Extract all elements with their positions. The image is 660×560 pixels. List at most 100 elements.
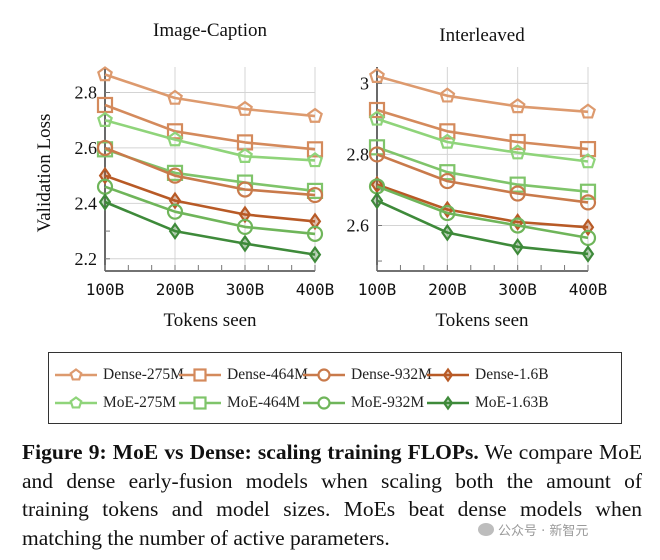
data-point xyxy=(509,98,526,114)
legend-label: MoE-932M xyxy=(351,394,425,411)
y-tick-label: 2.8 xyxy=(347,144,370,164)
series-line xyxy=(104,103,316,151)
data-point xyxy=(237,100,253,116)
legend-item: Dense-464M xyxy=(179,362,308,388)
series-line xyxy=(376,74,589,114)
data-point xyxy=(167,131,183,147)
marker-pentagon xyxy=(69,396,83,409)
figure-charts: Image-Caption Validation Loss Tokens see… xyxy=(34,20,608,331)
series-line xyxy=(104,118,316,162)
legend-label: Dense-1.6B xyxy=(475,366,549,383)
series-dense-932m xyxy=(368,146,597,211)
data-point xyxy=(439,164,456,181)
series-dense-464m xyxy=(96,96,324,158)
data-point xyxy=(166,203,184,220)
series-line xyxy=(104,148,316,193)
marker-square xyxy=(193,396,207,410)
data-point xyxy=(579,194,597,211)
data-point xyxy=(439,133,456,149)
series-moe-464m xyxy=(96,141,324,199)
figure-caption: Figure 9: MoE vs Dense: scaling training… xyxy=(22,438,642,552)
data-point xyxy=(368,146,386,163)
data-point xyxy=(308,245,322,264)
y-axis-label: Validation Loss xyxy=(34,114,55,233)
x-tick-label: 200B xyxy=(428,280,467,299)
legend-marker-diamond-icon xyxy=(427,395,469,411)
data-point xyxy=(238,205,252,224)
data-point xyxy=(306,225,324,242)
marker-pentagon xyxy=(69,368,83,381)
series-line xyxy=(104,200,316,256)
data-point xyxy=(509,185,526,202)
series-line xyxy=(376,146,589,193)
data-point xyxy=(509,144,526,160)
series-line xyxy=(104,185,316,236)
data-point xyxy=(96,139,114,157)
data-point xyxy=(581,245,595,263)
series-line xyxy=(104,73,316,118)
legend-label: MoE-1.63B xyxy=(475,394,549,411)
chart-interleaved: Interleaved Tokens seen 2.6 2.8 3 100B 200B… xyxy=(347,25,608,331)
series-dense-464m xyxy=(368,101,597,158)
x-tick-label: 100B xyxy=(358,280,397,299)
x-tick-label: 400B xyxy=(296,280,335,299)
chart-title: Interleaved xyxy=(439,25,525,46)
watermark-text: 公众号 · 新智元 xyxy=(498,524,589,539)
data-point xyxy=(370,175,384,194)
legend-item: Dense-275M xyxy=(55,362,184,388)
y-tick-label: 2.6 xyxy=(75,138,98,158)
data-point xyxy=(168,222,182,241)
legend-row-moe: MoE-275M MoE-464M MoE-932M MoE-1.63B xyxy=(49,390,621,416)
legend-row-dense: Dense-275M Dense-464M Dense-932M Dense-1… xyxy=(49,362,621,388)
data-point xyxy=(369,110,385,126)
series-moe-275m xyxy=(369,110,596,169)
data-point xyxy=(306,186,324,204)
series-moe-275m xyxy=(97,111,323,168)
x-tick-label: 400B xyxy=(569,280,608,299)
x-axis-label: Tokens seen xyxy=(435,310,529,331)
wechat-icon xyxy=(478,523,494,536)
chart-title: Image-Caption xyxy=(153,20,267,41)
legend-item: Dense-932M xyxy=(303,362,432,388)
chart-image-caption: Image-Caption Validation Loss Tokens see… xyxy=(34,20,334,331)
series-dense-932m xyxy=(96,139,324,204)
legend: Dense-275M Dense-464M Dense-932M Dense-1… xyxy=(48,352,622,424)
data-point xyxy=(370,191,384,210)
data-point xyxy=(368,139,386,156)
legend-marker-square-icon xyxy=(179,396,221,410)
data-point xyxy=(580,153,596,169)
data-point xyxy=(439,172,456,190)
legend-label: MoE-464M xyxy=(227,394,301,411)
y-tick-label: 2.2 xyxy=(75,249,98,269)
series-dense-275m xyxy=(97,66,323,123)
series-line xyxy=(376,199,589,256)
data-point xyxy=(236,218,254,236)
data-point xyxy=(441,223,454,242)
data-point xyxy=(369,67,385,84)
data-point xyxy=(439,87,456,103)
data-point xyxy=(579,140,597,158)
series-line xyxy=(376,108,589,151)
marker-circle xyxy=(317,396,331,410)
data-point xyxy=(509,133,526,151)
data-point xyxy=(98,193,112,211)
series-line xyxy=(104,146,316,197)
series-line xyxy=(376,185,589,240)
data-point xyxy=(306,182,324,199)
marker-diamond xyxy=(442,395,454,411)
watermark: 公众号 · 新智元 xyxy=(478,520,588,539)
y-tick-label: 2.4 xyxy=(75,193,98,213)
y-tick-label: 2.8 xyxy=(75,83,98,103)
data-point xyxy=(307,107,323,123)
x-axis-label: Tokens seen xyxy=(163,310,257,331)
legend-marker-circle-icon xyxy=(303,396,345,410)
data-point xyxy=(237,147,253,164)
data-point xyxy=(307,152,323,168)
series-moe-1.63b xyxy=(370,191,595,263)
data-point xyxy=(238,234,252,253)
series-moe-932m xyxy=(368,178,597,247)
series-line xyxy=(376,153,589,204)
legend-marker-pentagon-icon xyxy=(55,396,97,409)
caption-label: Figure 9: MoE vs Dense: scaling training… xyxy=(22,440,479,464)
x-tick-label: 200B xyxy=(156,280,195,299)
